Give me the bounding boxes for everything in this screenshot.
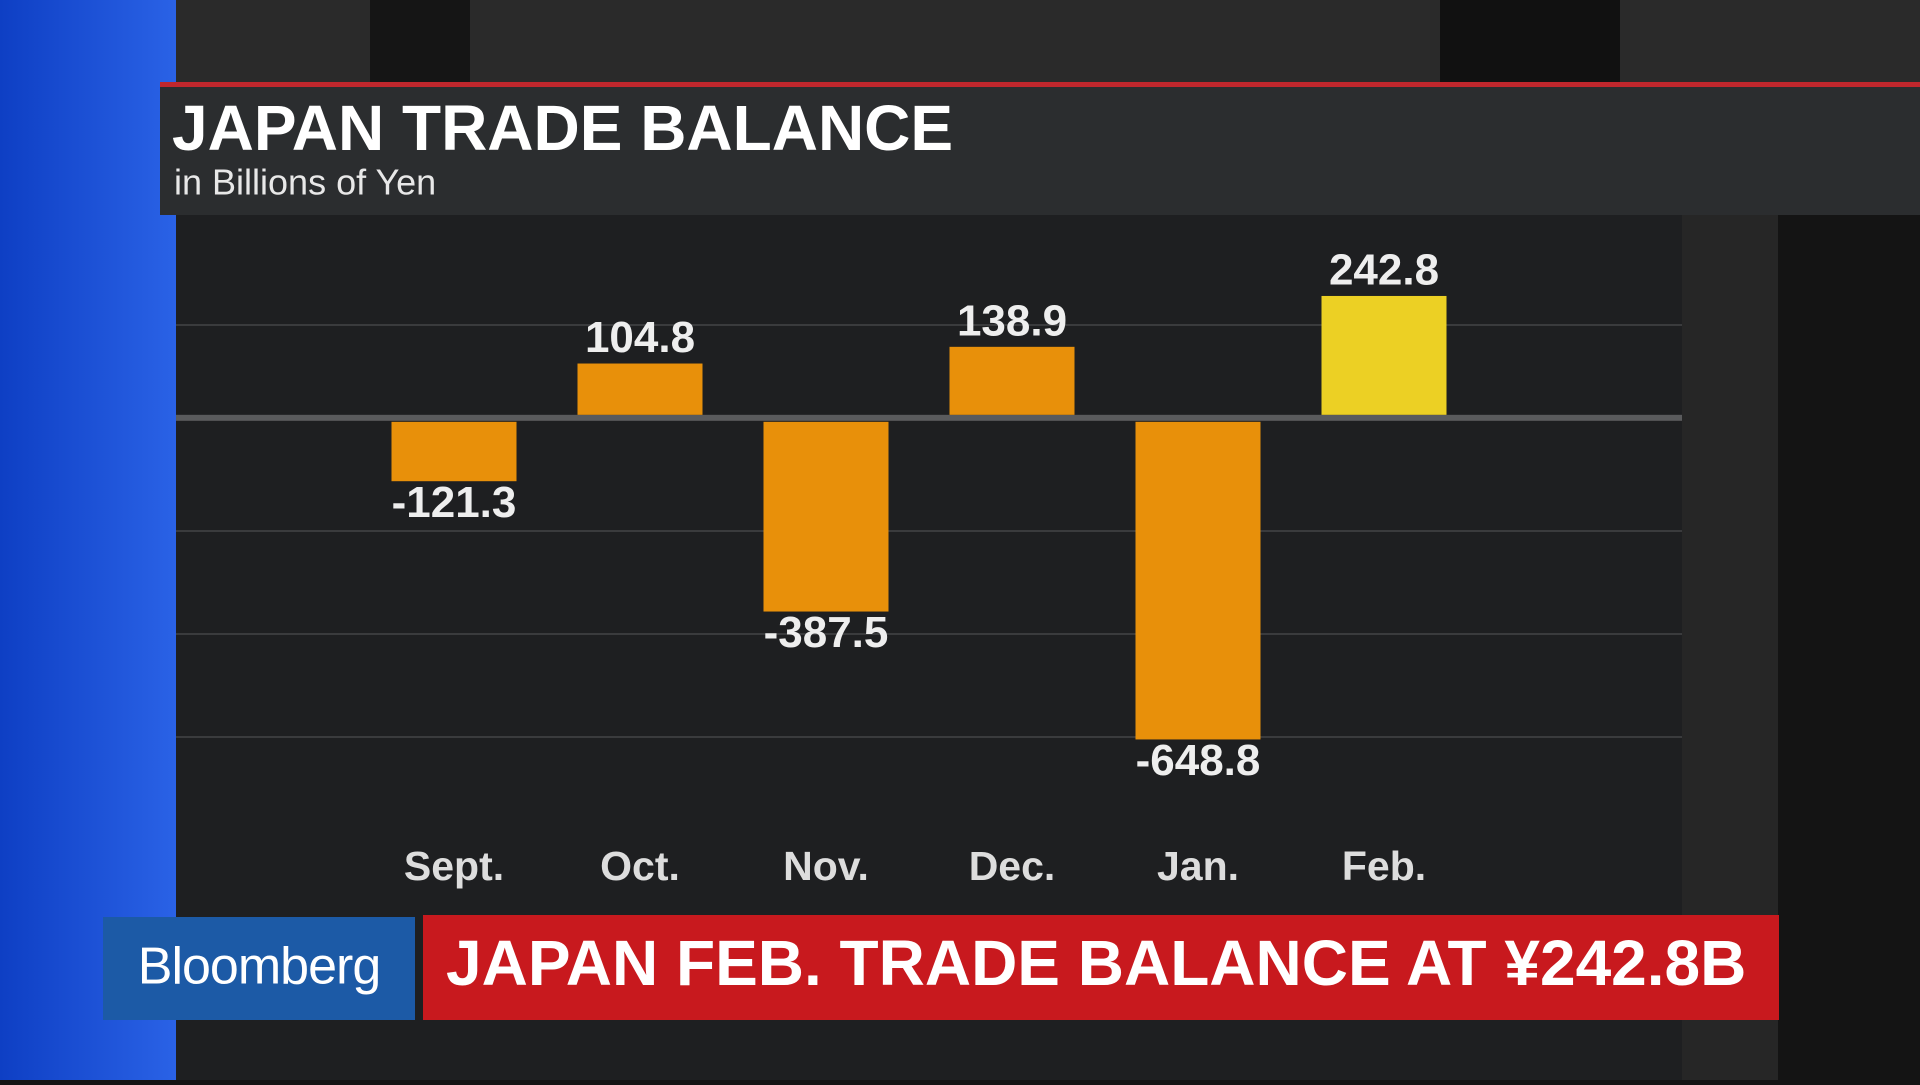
logo: Bloomberg <box>138 938 380 996</box>
header-bar <box>160 82 1920 215</box>
bar <box>391 421 517 482</box>
header-accent <box>160 82 1920 87</box>
value-label: -648.8 <box>1136 736 1261 785</box>
x-tick-label: Jan. <box>1157 843 1239 889</box>
bar <box>1321 295 1447 415</box>
value-label: 138.9 <box>957 296 1067 345</box>
bar <box>1135 421 1261 740</box>
x-tick-label: Feb. <box>1342 843 1426 889</box>
chart-title: JAPAN TRADE BALANCE <box>172 92 953 164</box>
x-tick-label: Dec. <box>969 843 1056 889</box>
backdrop-stripe <box>370 0 470 82</box>
bar <box>949 346 1075 415</box>
x-tick-label: Oct. <box>600 843 680 889</box>
chart-subtitle: in Billions of Yen <box>174 162 436 203</box>
x-tick-label: Sept. <box>404 843 504 889</box>
value-label: 104.8 <box>585 313 695 362</box>
value-label: 242.8 <box>1329 246 1439 295</box>
value-label: -121.3 <box>392 478 517 527</box>
headline-box <box>423 915 1779 1020</box>
plot: Sept. -121.3 Oct. 104.8 Nov. -387.5 Dec. 138.9 J… <box>176 246 1682 889</box>
side-panel <box>0 0 176 1080</box>
headline: JAPAN FEB. TRADE BALANCE AT ¥242.8B <box>446 927 1746 999</box>
value-label: -387.5 <box>764 608 889 657</box>
backdrop-stripe <box>1440 0 1620 82</box>
bar <box>763 421 889 612</box>
logo-box <box>103 917 415 1020</box>
bar <box>577 363 703 415</box>
x-tick-label: Nov. <box>783 843 869 889</box>
zero-line <box>176 414 1682 421</box>
